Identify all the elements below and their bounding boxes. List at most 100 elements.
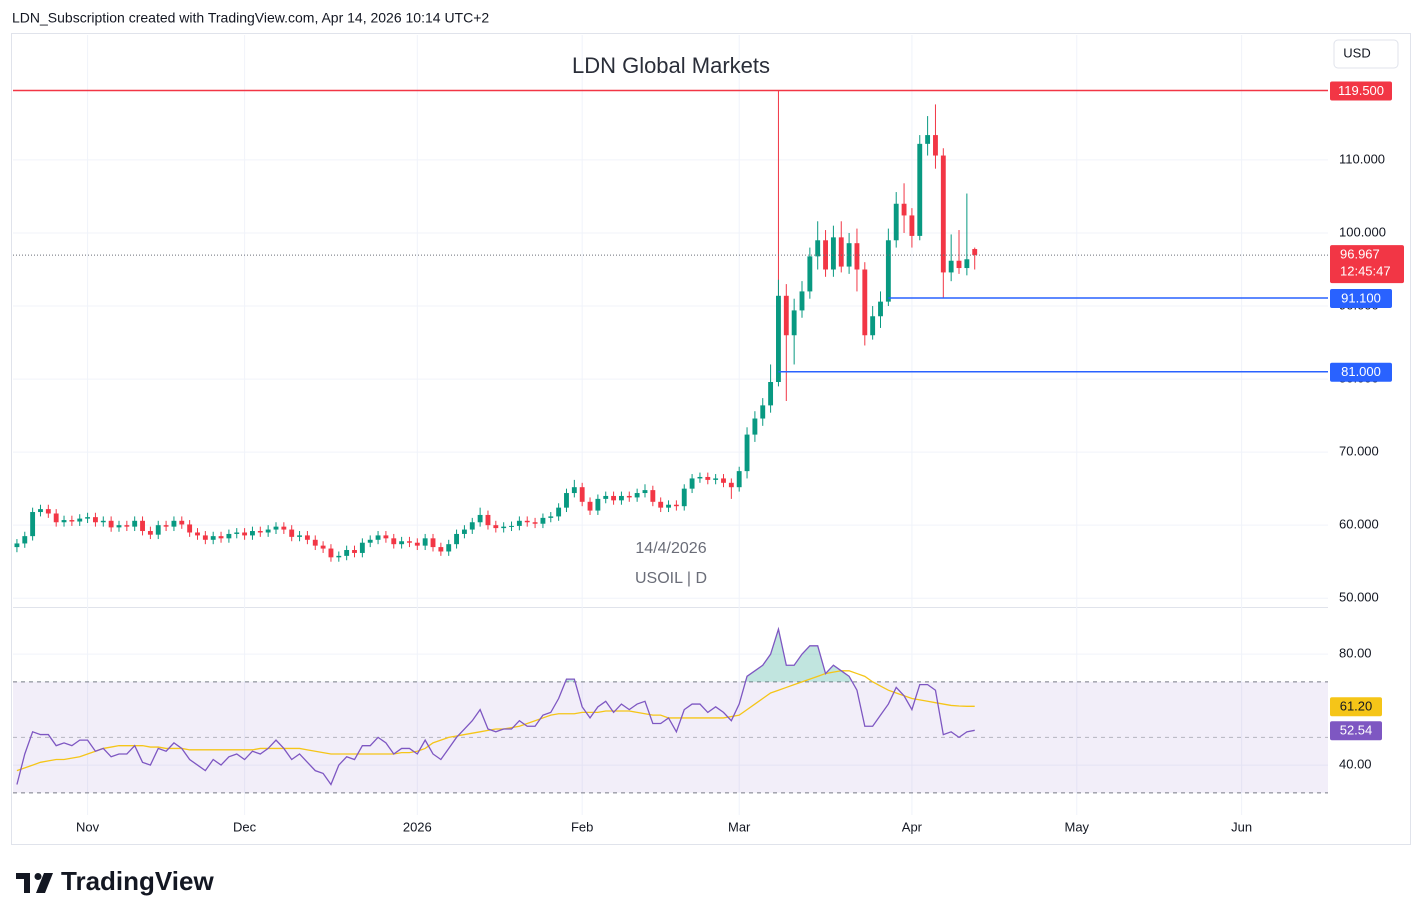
candle-body bbox=[179, 520, 185, 525]
x-tick-label: Dec bbox=[233, 819, 257, 834]
candle-body bbox=[187, 524, 193, 533]
candle-body bbox=[885, 240, 891, 302]
rsi-value-label: 52.54 bbox=[1340, 723, 1373, 738]
candle-body bbox=[917, 143, 923, 236]
candle-body bbox=[878, 301, 883, 317]
candle-body bbox=[791, 310, 797, 336]
candle-body bbox=[108, 520, 114, 528]
candle-body bbox=[689, 478, 695, 489]
header-text: LDN_Subscription created with TradingVie… bbox=[12, 10, 489, 26]
candle-body bbox=[783, 295, 789, 336]
candle-body bbox=[925, 135, 931, 144]
candle-body bbox=[163, 525, 169, 527]
level-label-bg bbox=[1330, 362, 1392, 382]
candle-body bbox=[901, 203, 907, 216]
candle-body bbox=[422, 538, 428, 546]
candle-body bbox=[140, 520, 145, 532]
candle-body bbox=[862, 269, 868, 336]
candle-body bbox=[124, 525, 130, 527]
candle-body bbox=[854, 243, 860, 270]
candle-body bbox=[752, 418, 758, 435]
countdown-label: 12:45:47 bbox=[1340, 264, 1391, 279]
candle-body bbox=[297, 535, 302, 537]
candle-body bbox=[265, 529, 271, 533]
candle-body bbox=[501, 526, 507, 529]
x-tick-label: 2026 bbox=[403, 819, 432, 834]
candle-body bbox=[226, 533, 232, 539]
candle-body bbox=[650, 490, 656, 502]
candle-body bbox=[454, 533, 460, 545]
candle-body bbox=[242, 532, 248, 536]
candle-body bbox=[61, 520, 67, 523]
logo-mark bbox=[36, 873, 53, 893]
chart-frame bbox=[11, 33, 1411, 845]
candle-body bbox=[744, 434, 750, 472]
rsi-value-bg bbox=[1330, 697, 1382, 717]
candle-body bbox=[760, 405, 766, 419]
candle-body bbox=[281, 526, 287, 530]
candle-body bbox=[768, 381, 774, 406]
chart-title: LDN Global Markets bbox=[572, 53, 770, 78]
candle-body bbox=[571, 487, 577, 494]
candle-body bbox=[100, 520, 106, 523]
candle-body bbox=[391, 538, 397, 545]
y-tick-label: 70.000 bbox=[1339, 444, 1379, 459]
candle-body bbox=[92, 517, 98, 523]
candle-body bbox=[870, 316, 876, 336]
candle-body bbox=[846, 243, 852, 267]
candle-body bbox=[30, 512, 36, 537]
candle-body bbox=[972, 249, 978, 256]
candle-body bbox=[195, 532, 200, 536]
level-label-bg bbox=[1330, 81, 1392, 101]
rsi-value-bg bbox=[1330, 721, 1382, 741]
candle-body bbox=[336, 555, 342, 558]
candle-body bbox=[642, 490, 648, 494]
x-tick-label: Feb bbox=[571, 819, 593, 834]
rsi-line bbox=[16, 670, 975, 772]
level-label-bg bbox=[1330, 288, 1392, 308]
candle-body bbox=[493, 525, 499, 529]
candle-body bbox=[210, 536, 216, 540]
candle-body bbox=[38, 509, 43, 513]
candle-body bbox=[933, 135, 938, 156]
footer-logo: TradingView bbox=[16, 866, 214, 896]
x-tick-label: Apr bbox=[902, 819, 923, 834]
candle-body bbox=[375, 535, 381, 540]
candle-body bbox=[312, 539, 318, 546]
y-tick-label: 40.00 bbox=[1339, 757, 1372, 772]
candle-body bbox=[147, 531, 153, 535]
candle-body bbox=[705, 476, 711, 480]
candle-body bbox=[352, 550, 357, 553]
rsi-value-label: 61.20 bbox=[1340, 699, 1373, 714]
candle-body bbox=[53, 513, 59, 523]
candle-body bbox=[524, 520, 530, 523]
candle-body bbox=[171, 520, 177, 527]
watermark-date: 14/4/2026 bbox=[635, 540, 706, 557]
candle-body bbox=[587, 501, 593, 511]
candle-body bbox=[132, 520, 138, 527]
candle-body bbox=[304, 535, 310, 540]
candle-body bbox=[823, 240, 828, 270]
candle-body bbox=[383, 535, 389, 539]
candle-body bbox=[564, 493, 569, 508]
plot-layer: 50.00060.00070.00080.00090.000100.000110… bbox=[13, 35, 1404, 834]
candle-body bbox=[595, 498, 601, 511]
candle-body bbox=[469, 522, 475, 530]
candle-body bbox=[948, 260, 954, 273]
candle-body bbox=[461, 529, 467, 534]
candle-body bbox=[289, 529, 295, 537]
candle-body bbox=[540, 517, 546, 524]
candle-body bbox=[713, 478, 719, 480]
rsi-line bbox=[16, 626, 975, 786]
currency-box[interactable] bbox=[1333, 39, 1399, 69]
candle-body bbox=[22, 536, 28, 544]
candle-body bbox=[367, 539, 373, 543]
candle-body bbox=[909, 215, 915, 236]
candle-body bbox=[634, 493, 640, 498]
candle-body bbox=[728, 482, 734, 488]
last-price-label: 96.967 bbox=[1340, 247, 1380, 262]
level-label: 119.500 bbox=[1338, 83, 1384, 98]
candle-body bbox=[626, 495, 632, 498]
y-tick-label: 110.000 bbox=[1339, 151, 1385, 166]
candle-body bbox=[85, 517, 91, 519]
